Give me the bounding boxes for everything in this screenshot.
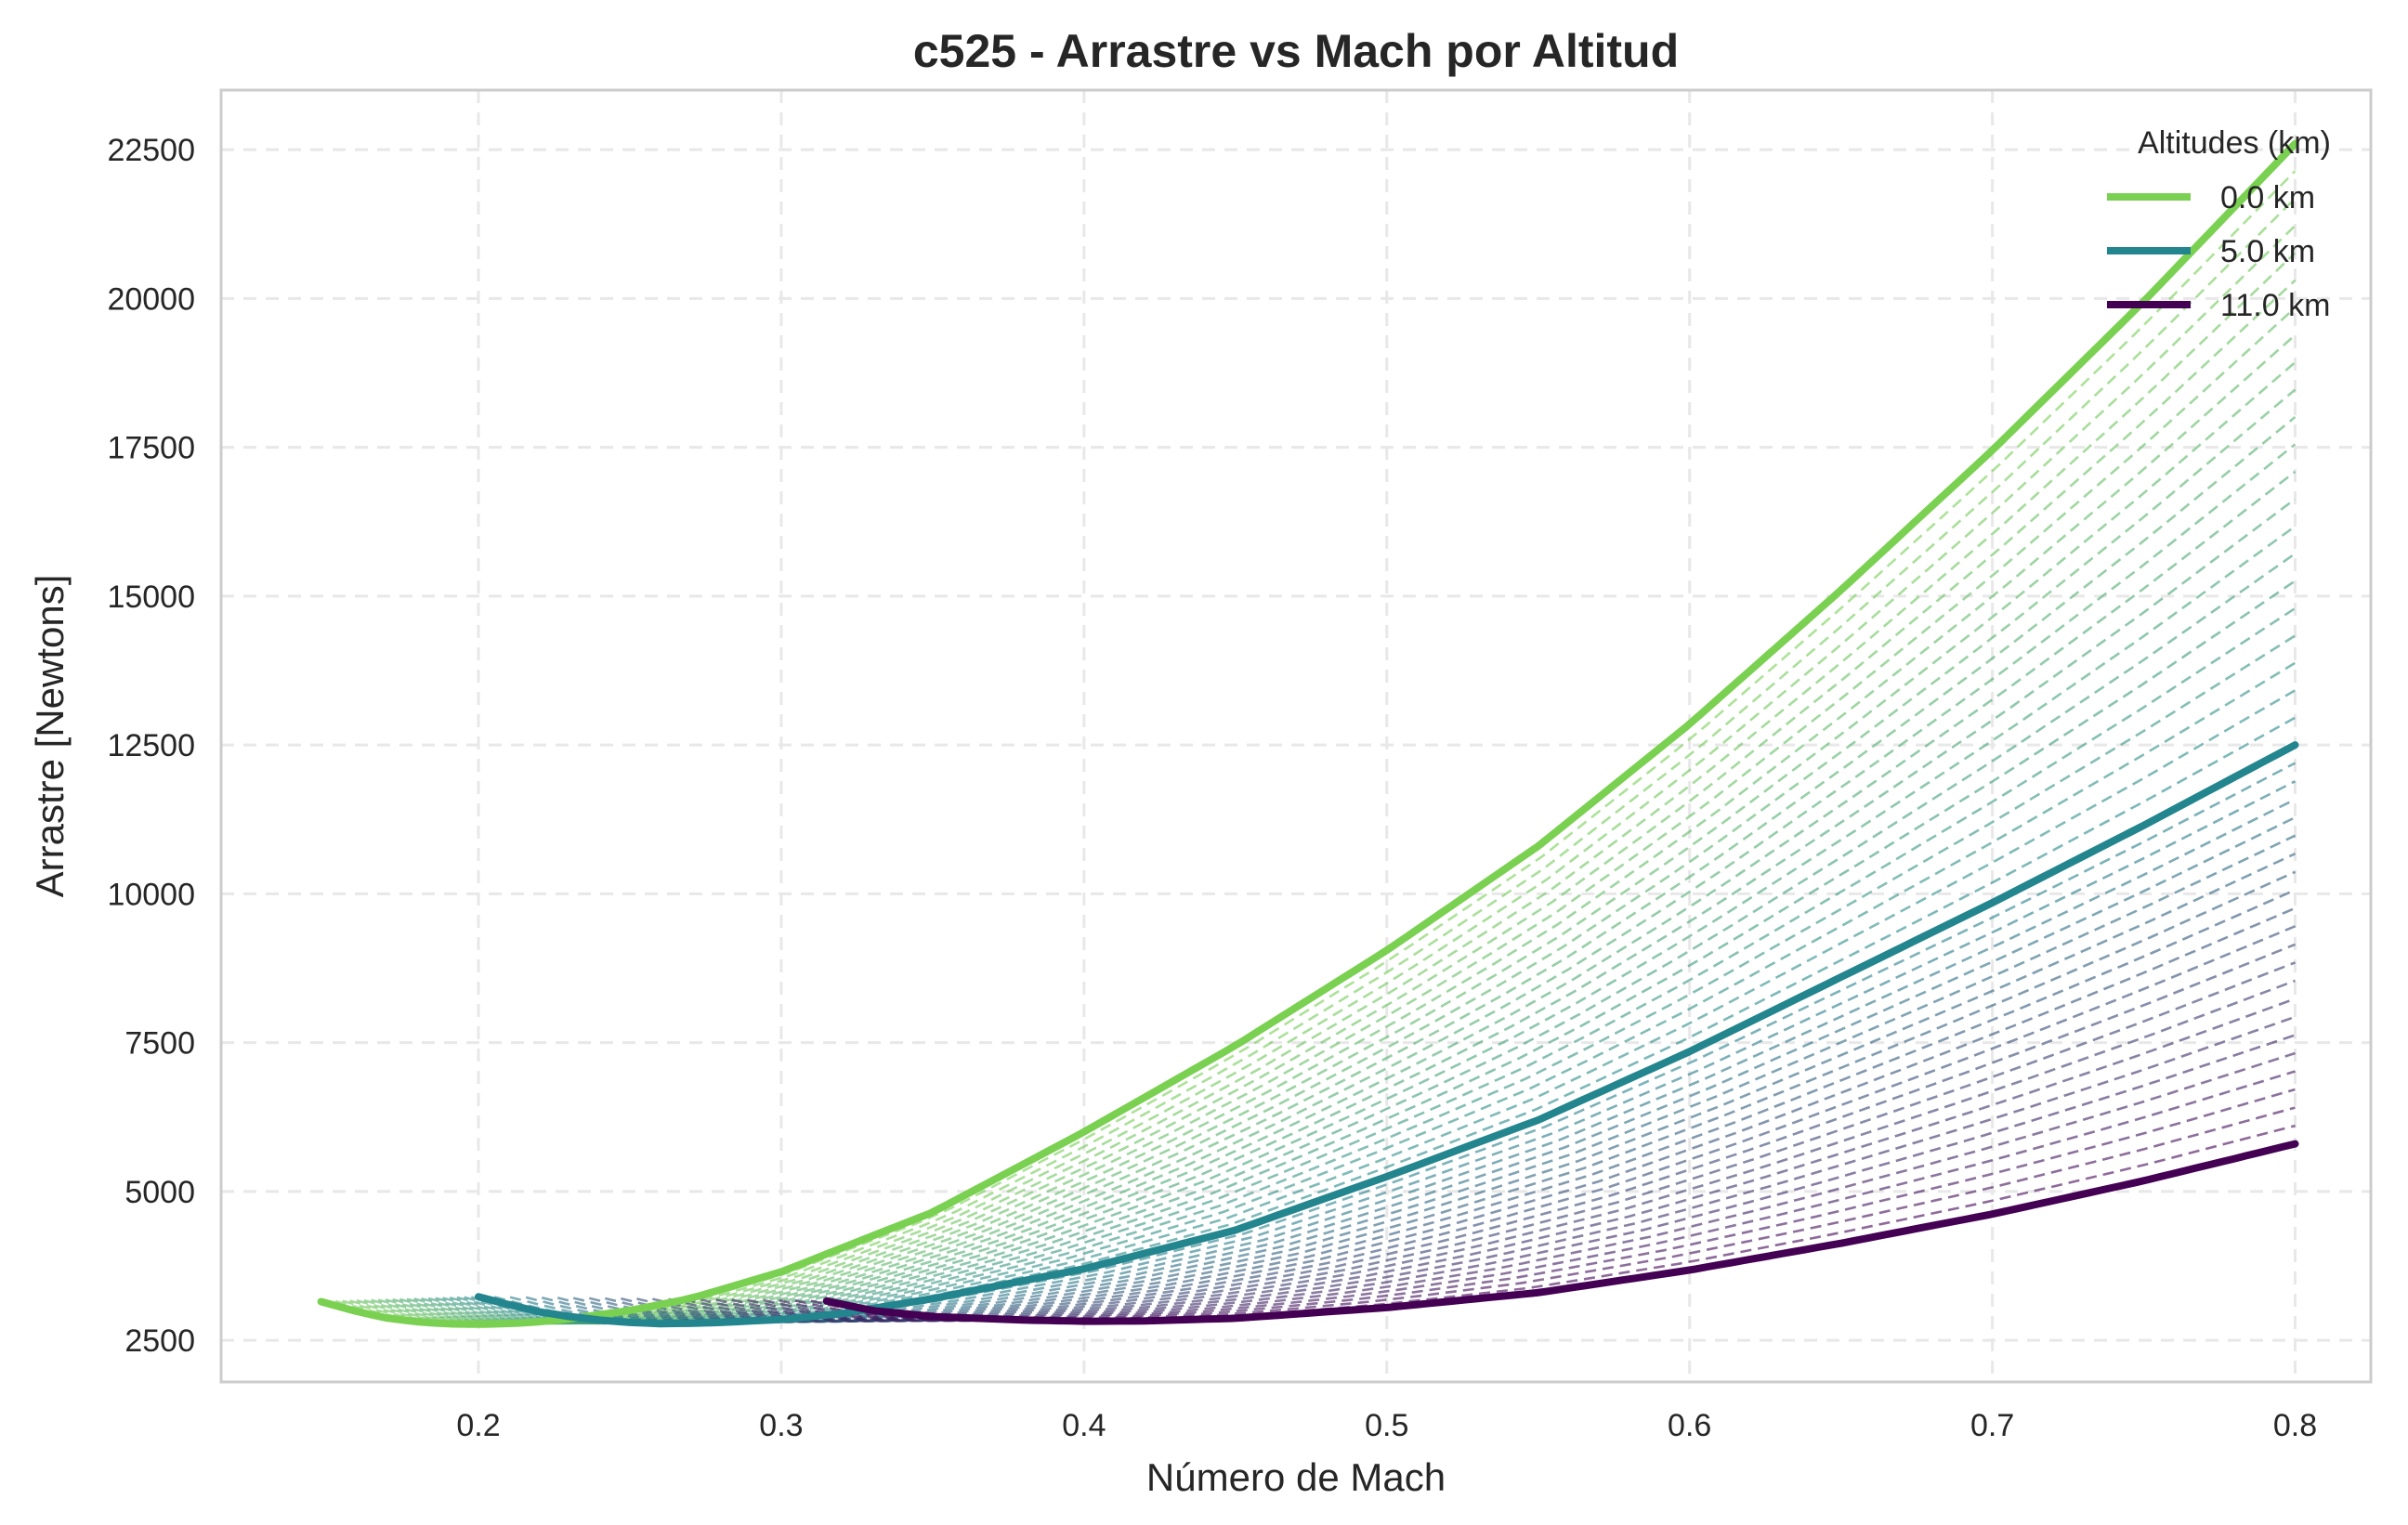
grid xyxy=(221,90,2371,1382)
x-tick-label: 0.4 xyxy=(1062,1408,1106,1443)
series-line-5-0-km xyxy=(475,741,2299,1328)
intermediate-curve xyxy=(435,580,2297,1325)
intermediate-curve xyxy=(700,997,2296,1323)
series-line-11-0-km xyxy=(822,1140,2299,1325)
intermediate-curve xyxy=(421,525,2297,1325)
y-tick-label: 15000 xyxy=(107,580,195,615)
intermediate-curve xyxy=(399,443,2297,1325)
intermediate-curve xyxy=(327,170,2297,1325)
x-tick-label: 0.3 xyxy=(759,1408,803,1443)
y-tick-label: 2500 xyxy=(124,1323,195,1359)
intermediate-curve xyxy=(377,361,2297,1325)
intermediate-curve xyxy=(509,780,2297,1324)
intermediate-curves xyxy=(327,170,2297,1325)
legend: Altitudes (km) 0.0 km 5.0 km 11.0 km xyxy=(2107,125,2331,323)
y-tick-label: 7500 xyxy=(124,1026,195,1062)
intermediate-curve xyxy=(413,498,2297,1325)
legend-entries: 0.0 km 5.0 km 11.0 km xyxy=(2107,180,2330,323)
y-ticks: 2500 5000 7500 10000 12500 15000 17500 20000 225… xyxy=(107,133,195,1359)
y-tick-label: 17500 xyxy=(107,431,195,466)
series-line-0-0-km xyxy=(317,139,2299,1328)
intermediate-curve xyxy=(385,388,2297,1325)
intermediate-curve xyxy=(747,1051,2296,1323)
x-tick-label: 0.2 xyxy=(456,1408,500,1443)
intermediate-curve xyxy=(731,1034,2296,1323)
intermediate-curve xyxy=(621,906,2297,1323)
x-ticks: 0.2 0.3 0.4 0.5 0.6 0.7 0.8 xyxy=(456,1408,2317,1443)
plot-frame xyxy=(219,88,2373,1384)
series-lines xyxy=(317,139,2299,1328)
intermediate-curve xyxy=(442,606,2297,1325)
intermediate-curve xyxy=(636,925,2297,1323)
y-axis-label: Arrastre [Newtons] xyxy=(28,575,72,898)
intermediate-curve xyxy=(392,415,2297,1325)
x-tick-label: 0.6 xyxy=(1668,1408,1711,1443)
intermediate-curve xyxy=(371,333,2297,1325)
y-tick-label: 5000 xyxy=(124,1175,195,1210)
intermediate-curve xyxy=(470,716,2297,1325)
chart-title: c525 - Arrastre vs Mach por Altitud xyxy=(913,25,1679,77)
y-tick-label: 20000 xyxy=(107,281,195,317)
legend-entry-label: 0.0 km xyxy=(2220,180,2315,215)
intermediate-curve xyxy=(363,306,2297,1325)
intermediate-curve xyxy=(525,798,2297,1324)
intermediate-curve xyxy=(349,252,2297,1325)
intermediate-curve xyxy=(334,197,2297,1325)
x-tick-label: 0.5 xyxy=(1365,1408,1408,1443)
intermediate-curve xyxy=(715,1015,2296,1323)
legend-entry-label: 5.0 km xyxy=(2220,234,2315,269)
y-tick-label: 10000 xyxy=(107,877,195,912)
y-tick-label: 22500 xyxy=(107,133,195,168)
legend-title: Altitudes (km) xyxy=(2138,125,2331,161)
x-tick-label: 0.8 xyxy=(2273,1408,2317,1443)
legend-entry-label: 11.0 km xyxy=(2220,288,2330,323)
intermediate-curve xyxy=(427,553,2297,1325)
x-axis-label: Número de Mach xyxy=(1146,1455,1446,1499)
y-tick-label: 12500 xyxy=(107,728,195,763)
x-tick-label: 0.7 xyxy=(1970,1408,2014,1443)
intermediate-curve xyxy=(541,816,2297,1324)
intermediate-curve xyxy=(342,225,2297,1325)
